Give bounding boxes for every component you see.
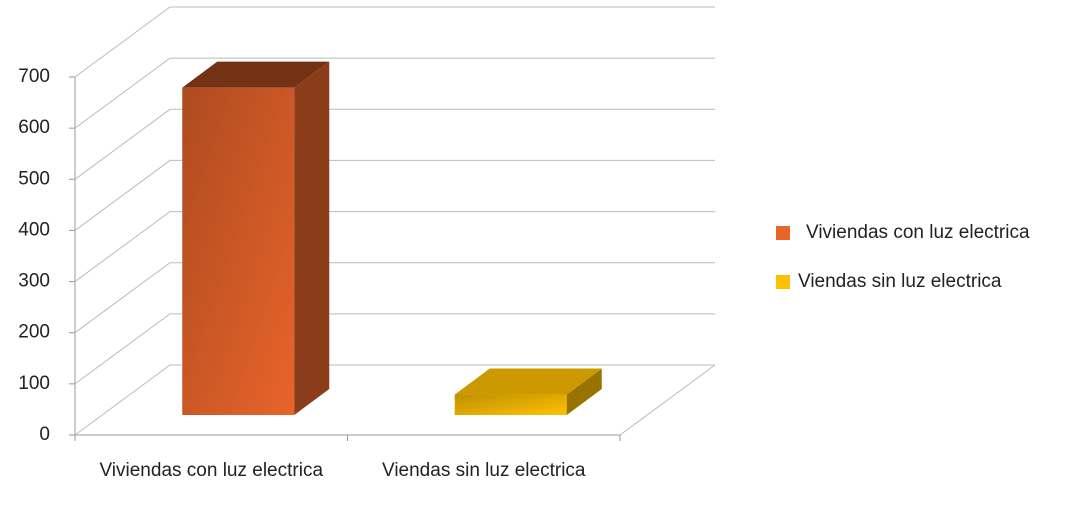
y-tick-label: 100 xyxy=(18,373,50,394)
grid-line xyxy=(74,108,715,180)
y-tick-label: 0 xyxy=(39,424,50,445)
y-tick-label: 700 xyxy=(18,66,50,87)
y-tick-label: 500 xyxy=(18,168,50,189)
bar-top xyxy=(182,61,330,88)
grid-line xyxy=(74,159,715,231)
bar xyxy=(454,394,567,415)
bar-side xyxy=(566,368,602,415)
grid-line xyxy=(74,6,715,78)
grid-line xyxy=(74,364,715,436)
bar xyxy=(182,87,295,415)
x-tick-label: Viendas sin luz electrica xyxy=(382,460,586,481)
floor-right xyxy=(619,364,716,436)
grid-line xyxy=(74,262,715,334)
x-tick-label: Viviendas con luz electrica xyxy=(99,460,324,481)
legend-label: Viendas sin luz electrica xyxy=(798,271,1002,292)
legend-swatch xyxy=(776,275,790,289)
y-tick-label: 300 xyxy=(18,271,50,292)
grid-line xyxy=(74,211,715,282)
y-tick-label: 400 xyxy=(18,219,50,240)
bar-side xyxy=(294,61,330,415)
y-tick-label: 200 xyxy=(18,322,50,343)
y-tick-label: 600 xyxy=(18,117,50,138)
grid-line xyxy=(74,57,715,129)
legend-swatch xyxy=(776,226,790,240)
bar-top xyxy=(454,368,602,395)
legend-label: Viviendas con luz electrica xyxy=(806,222,1030,243)
grid-line xyxy=(74,313,715,385)
